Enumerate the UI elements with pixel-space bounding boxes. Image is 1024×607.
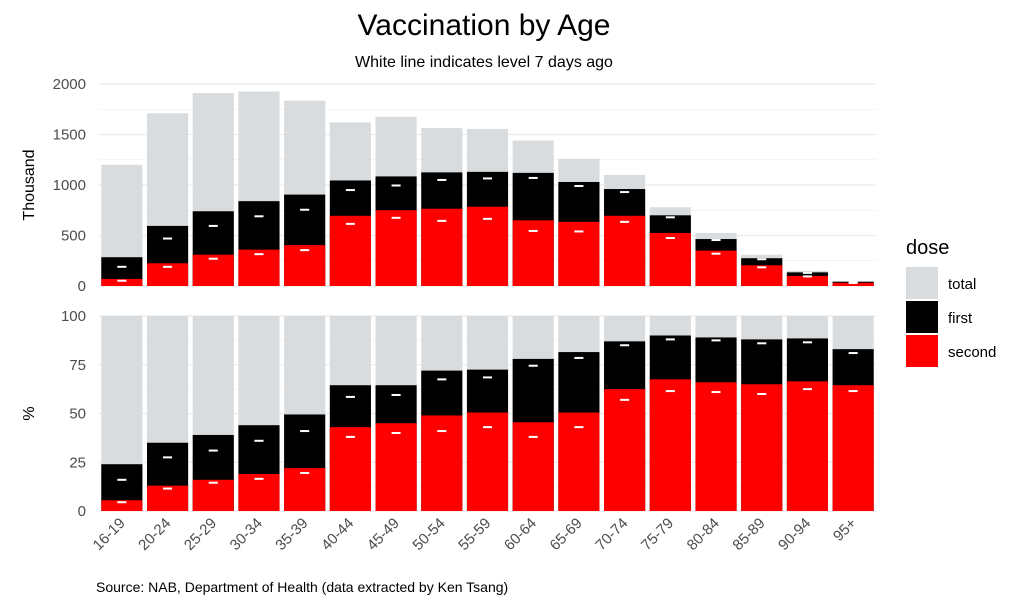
y-axis-label: % [21, 406, 38, 420]
bar-second-45-49 [375, 423, 417, 511]
y-axis-label: Thousand [21, 149, 38, 220]
y-tick-label: 500 [61, 228, 86, 245]
legend-key-first [906, 301, 938, 333]
bar-second-16-19 [101, 278, 143, 286]
x-tick-label: 25-29 [181, 515, 220, 554]
legend-key-total [906, 267, 938, 299]
chart-caption: Source: NAB, Department of Health (data … [96, 579, 508, 595]
bar-second-85-89 [741, 265, 783, 286]
bar-second-35-39 [284, 245, 326, 286]
bar-second-50-54 [421, 415, 463, 511]
x-axis: 16-19 20-24 25-29 30-34 35-39 40-44 45-49 50-54… [90, 515, 861, 554]
x-tick-label: 60-64 [501, 515, 540, 554]
chart-title: Vaccination by Age [358, 9, 611, 42]
bar-second-65-69 [558, 412, 600, 511]
y-tick-label: 1500 [53, 127, 86, 144]
bar-second-20-24 [146, 263, 189, 286]
legend-key-second [906, 335, 938, 367]
legend-title: dose [906, 237, 949, 259]
bar-second-60-64 [512, 422, 554, 511]
bar-second-95+ [832, 282, 874, 286]
bar-second-30-34 [238, 473, 280, 511]
x-tick-label: 16-19 [90, 515, 129, 554]
bar-second-70-74 [604, 215, 646, 286]
x-tick-label: 45-49 [364, 515, 403, 554]
bar-second-90-94 [786, 275, 829, 286]
x-tick-label: 30-34 [227, 515, 266, 554]
bar-second-95+ [832, 385, 874, 511]
bar-second-90-94 [786, 381, 829, 511]
x-tick-label: 75-79 [638, 515, 677, 554]
bar-second-40-44 [329, 215, 371, 286]
bar-second-80-84 [695, 382, 737, 511]
chart-panels: 0 500 1000 1500 2000 Thousand 0 25 50 75 100% [21, 76, 876, 520]
y-tick-label: 0 [78, 278, 86, 295]
y-tick-label: 2000 [53, 76, 86, 93]
x-tick-label: 35-39 [272, 515, 311, 554]
x-tick-label: 90-94 [775, 515, 814, 554]
panel-1: 0 500 1000 1500 2000 Thousand [21, 76, 876, 295]
x-tick-label: 40-44 [318, 515, 357, 554]
bar-second-65-69 [558, 221, 600, 286]
bar-second-25-29 [192, 254, 234, 286]
bar-second-75-79 [649, 232, 691, 286]
bar-second-70-74 [604, 389, 646, 511]
bar-second-35-39 [284, 468, 326, 511]
x-tick-label: 95+ [830, 515, 860, 545]
bar-second-45-49 [375, 210, 417, 286]
x-tick-label: 80-84 [684, 515, 723, 554]
y-tick-label: 25 [69, 454, 86, 471]
legend: dose total first second [906, 237, 996, 367]
legend-label-first: first [948, 310, 973, 327]
bar-second-20-24 [146, 485, 189, 511]
bar-second-40-44 [329, 427, 371, 511]
x-tick-label: 50-54 [409, 515, 448, 554]
bar-second-55-59 [466, 206, 509, 286]
y-tick-label: 100 [61, 308, 86, 325]
bar-second-16-19 [101, 500, 143, 511]
panel-2: 0 25 50 75 100% [21, 308, 876, 520]
x-tick-label: 55-59 [455, 515, 494, 554]
x-tick-label: 65-69 [547, 515, 586, 554]
legend-label-total: total [948, 276, 976, 293]
y-tick-label: 75 [69, 357, 86, 374]
bar-second-75-79 [649, 379, 691, 511]
chart-subtitle: White line indicates level 7 days ago [355, 54, 613, 71]
y-tick-label: 0 [78, 503, 86, 520]
bar-second-80-84 [695, 250, 737, 286]
bar-second-30-34 [238, 249, 280, 286]
bar-second-25-29 [192, 479, 234, 511]
x-tick-label: 20-24 [135, 515, 174, 554]
y-tick-label: 50 [69, 406, 86, 423]
legend-label-second: second [948, 344, 996, 361]
bar-second-85-89 [741, 384, 783, 511]
y-tick-label: 1000 [53, 177, 86, 194]
x-tick-label: 70-74 [592, 515, 631, 554]
bar-second-55-59 [466, 412, 509, 511]
x-tick-label: 85-89 [729, 515, 768, 554]
